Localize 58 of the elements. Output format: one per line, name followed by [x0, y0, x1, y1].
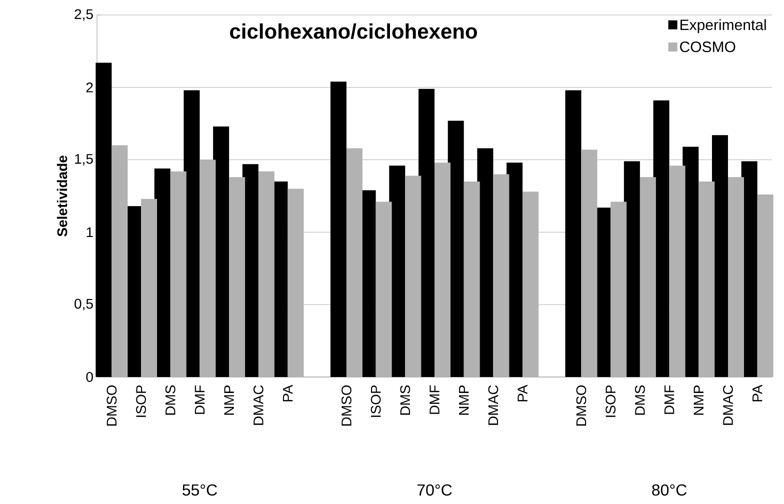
text: 80°C	[652, 484, 687, 496]
y-tick-label: 0,5	[74, 298, 93, 310]
text: 55°C	[182, 484, 217, 496]
x-tick-label: DMS	[165, 385, 176, 415]
bar	[493, 174, 510, 377]
bar	[376, 202, 392, 377]
x-tick-label: NMP	[224, 386, 234, 415]
x-tick-label: DMF	[430, 385, 440, 414]
y-tick-label: 1,5	[75, 154, 93, 166]
x-tick-label: DMSO	[342, 385, 352, 426]
x-tick-label: DMAC	[723, 385, 733, 425]
bar	[581, 150, 598, 377]
bar	[610, 202, 627, 377]
x-tick-label: ISOP	[370, 386, 381, 417]
bar	[170, 171, 186, 377]
x-tick-label: DMF	[194, 385, 205, 414]
x-tick-label: DMSO	[576, 385, 586, 426]
bar	[522, 192, 539, 377]
y-axis-title: Seletividade	[56, 156, 68, 236]
x-tick-label: NMP	[694, 386, 704, 415]
bar	[330, 82, 346, 377]
x-tick-label: DMF	[664, 385, 674, 414]
x-tick-label: DMSO	[106, 385, 117, 426]
text: 70°C	[417, 484, 452, 496]
bar	[565, 90, 582, 377]
x-tick-label: ISOP	[136, 386, 146, 417]
bar	[464, 182, 480, 377]
y-tick-label: 0	[86, 372, 93, 382]
x-tick-label: DMS	[400, 385, 410, 415]
bar	[141, 198, 158, 377]
bar	[96, 62, 112, 377]
bar	[288, 188, 304, 377]
bar	[698, 182, 715, 377]
bar	[200, 160, 216, 377]
y-tick-label: 2,5	[74, 9, 93, 21]
x-tick-label: ISOP	[606, 386, 616, 417]
bar	[229, 177, 246, 377]
legend-label: COSMO	[680, 42, 736, 52]
bar	[728, 177, 744, 377]
bar	[405, 176, 422, 377]
x-tick-label: DMS	[634, 385, 645, 415]
x-tick-label: PA	[752, 384, 762, 402]
x-tick-label: PA	[282, 384, 293, 402]
x-tick-label: PA	[518, 384, 528, 402]
y-tick-label: 1	[86, 227, 93, 237]
legend-label: Experimental	[680, 19, 766, 34]
bar	[112, 145, 128, 377]
x-tick-label: NMP	[459, 386, 469, 415]
bar	[757, 194, 774, 377]
y-tick-label: 2	[86, 82, 93, 92]
bar	[669, 166, 686, 377]
bar	[434, 162, 451, 377]
bar	[640, 177, 656, 377]
bar	[346, 148, 362, 377]
x-tick-label: DMAC	[488, 385, 498, 425]
bar	[258, 171, 274, 377]
chart-title: ciclohexano/ciclohexeno	[230, 23, 477, 40]
x-tick-label: DMAC	[253, 385, 264, 425]
